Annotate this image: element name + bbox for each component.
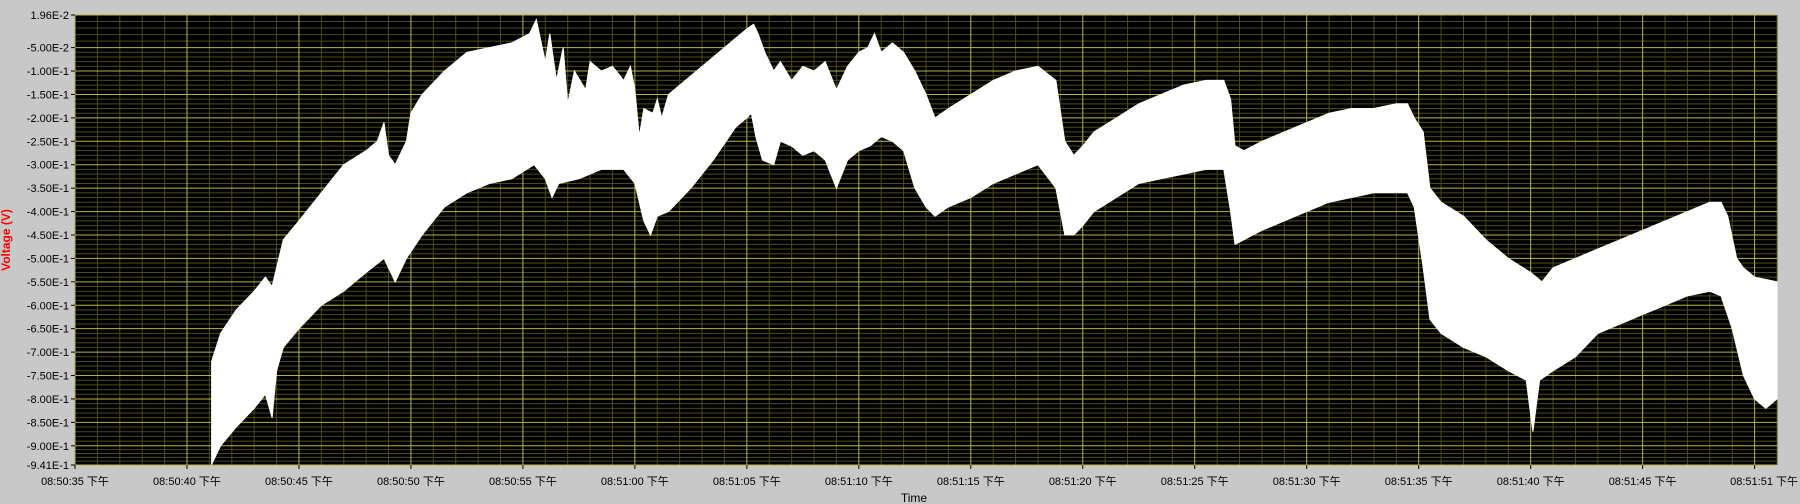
y-tick-label: -2.50E-1: [27, 136, 69, 148]
x-tick-label: 08:51:30 下午: [1273, 475, 1341, 488]
y-tick-label: -5.00E-2: [27, 43, 69, 55]
y-tick-label: -1.00E-1: [27, 66, 69, 78]
y-axis-ticks: 1.96E-2 -5.00E-2 -1.00E-1 -1.50E-1 -2.00E-1 -…: [27, 10, 75, 472]
x-axis-ticks: 08:50:35 下午 08:50:40 下午 08:50:45 下午 08:50:5…: [41, 465, 1798, 488]
x-tick-label: 08:51:45 下午: [1609, 475, 1677, 488]
y-tick-label: -7.00E-1: [27, 347, 69, 359]
y-tick-label: -5.00E-1: [27, 253, 69, 265]
y-tick-label: -9.41E-1: [27, 460, 69, 472]
x-tick-label: 08:51:35 下午: [1385, 475, 1453, 488]
x-tick-label: 08:50:55 下午: [489, 475, 557, 488]
x-tick-label: 08:51:00 下午: [601, 475, 669, 488]
voltage-signal-band: [211, 17, 1778, 465]
y-axis-label: Voltage (V): [0, 209, 13, 271]
y-tick-label: -5.50E-1: [27, 277, 69, 289]
x-tick-label: 08:51:05 下午: [713, 475, 781, 488]
y-tick-label: -8.00E-1: [27, 394, 69, 406]
y-tick-label: -6.00E-1: [27, 300, 69, 312]
y-tick-label: 1.96E-2: [30, 10, 69, 22]
x-tick-label: 08:50:45 下午: [265, 475, 333, 488]
x-tick-label: 08:50:50 下午: [377, 475, 445, 488]
x-tick-label: 08:51:51 下午: [1730, 475, 1798, 488]
x-tick-label: 08:51:20 下午: [1049, 475, 1117, 488]
y-tick-label: -3.50E-1: [27, 183, 69, 195]
x-tick-label: 08:51:40 下午: [1497, 475, 1565, 488]
y-tick-label: -7.50E-1: [27, 371, 69, 383]
y-tick-label: -4.50E-1: [27, 230, 69, 242]
y-tick-label: -4.00E-1: [27, 207, 69, 219]
x-tick-label: 08:51:25 下午: [1161, 475, 1229, 488]
y-tick-label: -2.00E-1: [27, 113, 69, 125]
x-tick-label: 08:51:15 下午: [937, 475, 1005, 488]
y-tick-label: -3.00E-1: [27, 160, 69, 172]
y-tick-label: -9.00E-1: [27, 441, 69, 453]
x-tick-label: 08:50:35 下午: [41, 475, 109, 488]
x-tick-label: 08:51:10 下午: [825, 475, 893, 488]
x-tick-label: 08:50:40 下午: [153, 475, 221, 488]
x-axis-label: Time: [901, 491, 928, 504]
y-tick-label: -1.50E-1: [27, 89, 69, 101]
y-tick-label: -8.50E-1: [27, 417, 69, 429]
y-tick-label: -6.50E-1: [27, 324, 69, 336]
